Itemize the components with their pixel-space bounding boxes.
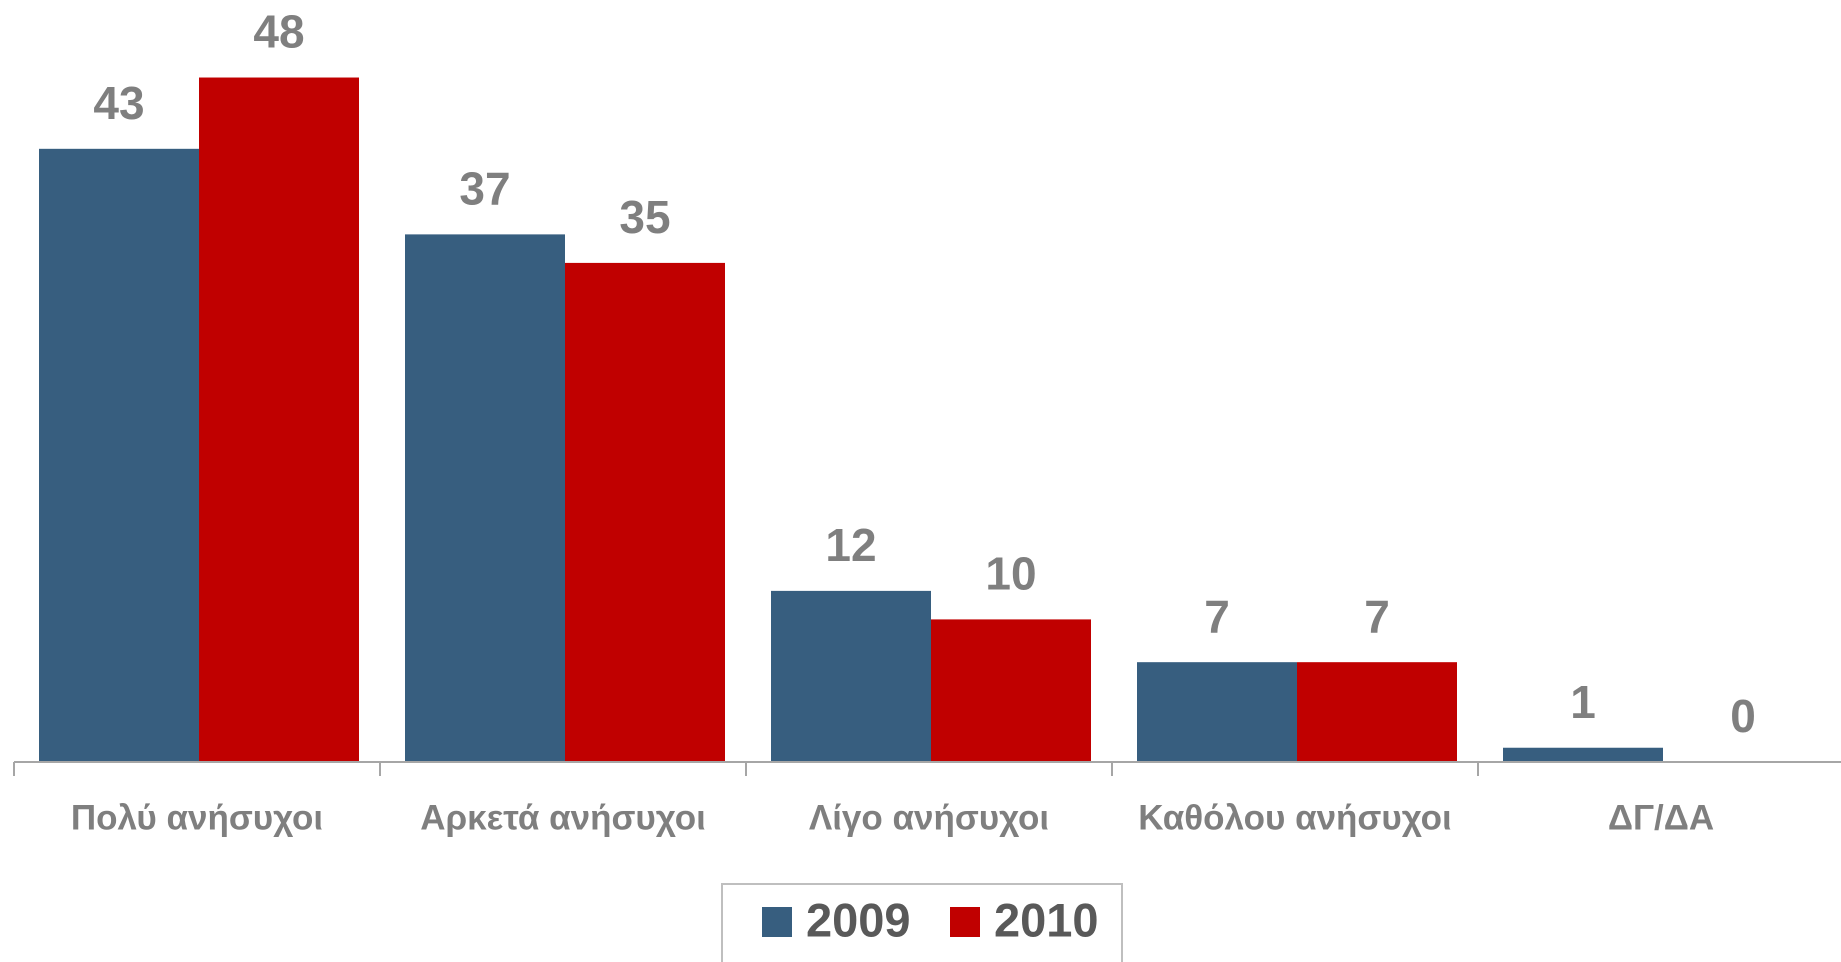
x-tick-label: Αρκετά ανήσυχοι xyxy=(420,798,706,837)
data-label: 35 xyxy=(619,191,670,243)
bar xyxy=(1137,662,1297,762)
legend-box xyxy=(721,883,1123,962)
data-label: 10 xyxy=(985,548,1036,600)
data-label: 7 xyxy=(1204,590,1230,642)
bar xyxy=(1297,662,1457,762)
data-label: 37 xyxy=(459,163,510,215)
data-label: 0 xyxy=(1730,690,1756,742)
legend-swatch xyxy=(950,907,980,937)
data-label: 7 xyxy=(1364,590,1390,642)
x-tick-label: ΔΓ/ΔΑ xyxy=(1608,798,1714,837)
data-label: 1 xyxy=(1570,676,1596,728)
legend-swatch xyxy=(762,907,792,937)
bar xyxy=(39,148,199,762)
legend-label: 2009 xyxy=(806,893,911,946)
legend-label: 2010 xyxy=(994,893,1099,946)
data-label: 12 xyxy=(825,519,876,571)
bar xyxy=(199,77,359,762)
x-tick-label: Πολύ ανήσυχοι xyxy=(71,798,323,837)
data-label: 48 xyxy=(253,6,304,58)
bar xyxy=(565,262,725,762)
bar xyxy=(771,590,931,762)
bar xyxy=(405,234,565,762)
data-label: 43 xyxy=(93,77,144,129)
bar xyxy=(1503,747,1663,762)
x-tick-label: Λίγο ανήσυχοι xyxy=(809,798,1049,837)
bar xyxy=(931,619,1091,762)
x-tick-label: Καθόλου ανήσυχοι xyxy=(1138,798,1451,837)
